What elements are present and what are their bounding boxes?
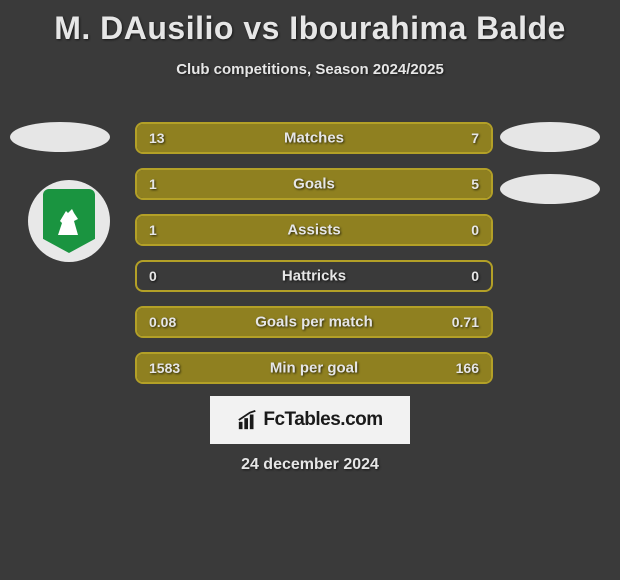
- stat-label: Hattricks: [282, 268, 346, 285]
- stat-bar-left-fill: [137, 170, 197, 198]
- stat-value-left: 0.08: [149, 314, 176, 330]
- source-logo-text: FcTables.com: [263, 409, 382, 431]
- player-right-placeholder-1: [500, 122, 600, 152]
- stats-bars: 13 Matches 7 1 Goals 5 1 Assists 0 0 Hattricks 0 0.0…: [135, 122, 493, 398]
- stat-label: Matches: [284, 130, 344, 147]
- stat-value-left: 0: [149, 268, 157, 284]
- stat-value-left: 1583: [149, 360, 180, 376]
- club-badge: [28, 180, 110, 262]
- stat-row: 0.08 Goals per match 0.71: [135, 306, 493, 338]
- stat-value-right: 166: [456, 360, 479, 376]
- snapshot-date: 24 december 2024: [241, 456, 379, 474]
- bars-chart-icon: [237, 409, 259, 431]
- player-left-placeholder: [10, 122, 110, 152]
- stat-value-right: 0: [471, 268, 479, 284]
- stat-row: 0 Hattricks 0: [135, 260, 493, 292]
- stat-label: Goals per match: [255, 314, 373, 331]
- stat-value-left: 1: [149, 176, 157, 192]
- source-logo: FcTables.com: [210, 396, 410, 444]
- comparison-title: M. DAusilio vs Ibourahima Balde: [0, 0, 620, 47]
- stat-label: Assists: [287, 222, 340, 239]
- stat-label: Goals: [293, 176, 335, 193]
- stat-value-right: 0: [471, 222, 479, 238]
- stat-value-left: 13: [149, 130, 165, 146]
- stat-row: 1583 Min per goal 166: [135, 352, 493, 384]
- stat-value-right: 7: [471, 130, 479, 146]
- stat-row: 1 Assists 0: [135, 214, 493, 246]
- badge-shield-icon: [43, 189, 95, 253]
- stat-row: 13 Matches 7: [135, 122, 493, 154]
- stat-bar-right-fill: [197, 170, 491, 198]
- player-right-placeholder-2: [500, 174, 600, 204]
- stat-row: 1 Goals 5: [135, 168, 493, 200]
- comparison-subtitle: Club competitions, Season 2024/2025: [0, 61, 620, 78]
- stat-value-right: 0.71: [452, 314, 479, 330]
- stat-value-left: 1: [149, 222, 157, 238]
- stat-label: Min per goal: [270, 360, 358, 377]
- stat-value-right: 5: [471, 176, 479, 192]
